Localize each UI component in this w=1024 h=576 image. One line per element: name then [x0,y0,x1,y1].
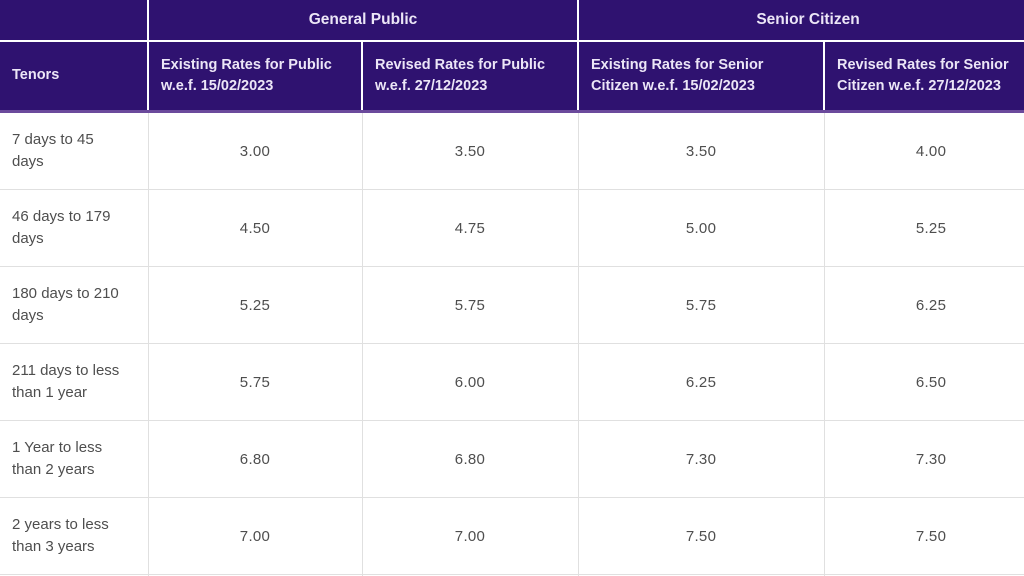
table-header: General Public Senior Citizen Tenors Exi… [0,0,1024,113]
rate-cell: 5.75 [361,266,579,344]
table-row: 1 Year to less than 2 years 6.80 6.80 7.… [0,420,1024,498]
column-header-existing-public: Existing Rates for Public w.e.f. 15/02/2… [147,41,363,113]
rate-cell: 3.50 [361,111,579,190]
column-header-row: Tenors Existing Rates for Public w.e.f. … [0,41,1024,113]
tenor-cell: 46 days to 179 days [0,189,149,267]
tenor-cell: 2 years to less than 3 years [0,497,149,575]
rate-cell: 4.50 [147,189,363,267]
tenor-cell: 7 days to 45 days [0,111,149,190]
rate-cell: 7.00 [147,497,363,575]
rate-cell: 6.00 [361,343,579,421]
rate-cell: 5.75 [577,266,825,344]
table-row: 2 years to less than 3 years 7.00 7.00 7… [0,497,1024,575]
table-row: 7 days to 45 days 3.00 3.50 3.50 4.00 [0,111,1024,190]
tenor-cell: 180 days to 210 days [0,266,149,344]
rate-cell: 7.50 [823,497,1024,575]
table-row: 3 years to less than 5 years 6.50 6.75 7… [0,574,1024,576]
group-header-row: General Public Senior Citizen [0,0,1024,42]
rate-cell: 4.00 [823,111,1024,190]
column-header-existing-senior: Existing Rates for Senior Citizen w.e.f.… [577,41,826,113]
column-header-revised-public: Revised Rates for Public w.e.f. 27/12/20… [360,41,580,113]
rate-cell: 7.50 [577,497,825,575]
rate-cell: 4.75 [361,189,579,267]
rate-cell: 6.80 [147,420,363,498]
rate-cell: 5.00 [577,189,825,267]
tenors-column-header: Tenors [0,41,149,113]
rate-cell: 7.30 [577,420,825,498]
rate-cell: 7.00 [361,497,579,575]
rate-cell: 3.50 [577,111,825,190]
table-body: 7 days to 45 days 3.00 3.50 3.50 4.00 46… [0,111,1024,576]
corner-cell [0,0,149,42]
rate-cell: 3.00 [147,111,363,190]
rate-cell: 5.25 [823,189,1024,267]
rate-cell: 6.50 [823,343,1024,421]
rate-cell: 6.25 [577,343,825,421]
rate-cell: 6.75 [361,574,579,576]
rate-cell: 5.25 [147,266,363,344]
tenor-cell: 1 Year to less than 2 years [0,420,149,498]
rate-cell: 5.75 [147,343,363,421]
group-header-senior-citizen: Senior Citizen [577,0,1024,42]
rate-cell: 7.30 [823,420,1024,498]
table-row: 180 days to 210 days 5.25 5.75 5.75 6.25 [0,266,1024,344]
rate-cell: 6.80 [361,420,579,498]
group-header-general-public: General Public [146,0,580,42]
table-row: 211 days to less than 1 year 5.75 6.00 6… [0,343,1024,421]
tenor-cell: 211 days to less than 1 year [0,343,149,421]
column-header-revised-senior: Revised Rates for Senior Citizen w.e.f. … [823,41,1024,113]
table-row: 46 days to 179 days 4.50 4.75 5.00 5.25 [0,189,1024,267]
rate-cell: 6.25 [823,266,1024,344]
rate-cell: 7.25 [823,574,1024,576]
